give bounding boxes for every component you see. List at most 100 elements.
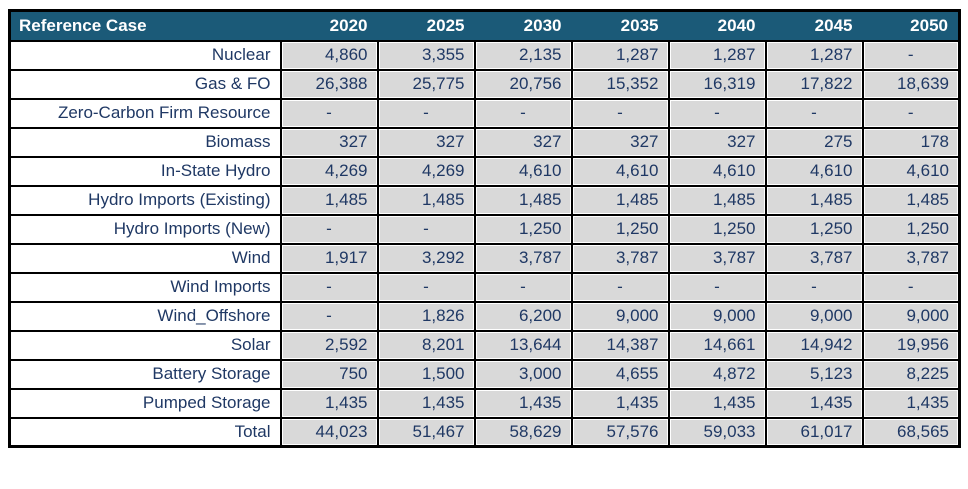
table-cell: 1,250 xyxy=(473,213,573,245)
table-cell: 9,000 xyxy=(861,300,961,332)
table-row-in-state-hydro: In-State Hydro 4,269 4,269 4,610 4,610 4… xyxy=(8,155,961,187)
table-row-battery-storage: Battery Storage 750 1,500 3,000 4,655 4,… xyxy=(8,358,961,390)
table-cell: 59,033 xyxy=(667,416,767,448)
column-header-2050: 2050 xyxy=(862,10,960,41)
row-label: Wind Imports xyxy=(8,271,282,303)
table-row-wind-offshore: Wind_Offshore - 1,826 6,200 9,000 9,000 … xyxy=(8,300,961,332)
table-cell: 1,287 xyxy=(570,39,670,71)
table-cell: 1,250 xyxy=(764,213,864,245)
table-cell: 5,123 xyxy=(764,358,864,390)
table-cell: 1,250 xyxy=(570,213,670,245)
column-header-2020: 2020 xyxy=(280,10,378,41)
table-cell: 750 xyxy=(279,358,379,390)
table-cell: 17,822 xyxy=(764,68,864,100)
table-row-biomass: Biomass 327 327 327 327 327 275 178 xyxy=(8,126,961,158)
table-cell: - xyxy=(861,271,961,303)
table-cell: 18,639 xyxy=(861,68,961,100)
table-row-wind-imports: Wind Imports - - - - - - - xyxy=(8,271,961,303)
table-cell: - xyxy=(570,271,670,303)
table-row-wind: Wind 1,917 3,292 3,787 3,787 3,787 3,787… xyxy=(8,242,961,274)
table-cell: - xyxy=(667,271,767,303)
table-cell: 3,787 xyxy=(570,242,670,274)
table-cell: - xyxy=(861,39,961,71)
table-cell: 1,500 xyxy=(376,358,476,390)
table-cell: 4,655 xyxy=(570,358,670,390)
table-cell: - xyxy=(279,97,379,129)
table-cell: - xyxy=(667,97,767,129)
table-cell: 1,435 xyxy=(279,387,379,419)
table-cell: 1,435 xyxy=(376,387,476,419)
table-cell: - xyxy=(279,300,379,332)
table-row-hydro-imports-new: Hydro Imports (New) - - 1,250 1,250 1,25… xyxy=(8,213,961,245)
table-row-zero-carbon-firm: Zero-Carbon Firm Resource - - - - - - - xyxy=(8,97,961,129)
table-cell: 327 xyxy=(376,126,476,158)
table-cell: 327 xyxy=(667,126,767,158)
table-cell: 2,592 xyxy=(279,329,379,361)
table-cell: 1,435 xyxy=(861,387,961,419)
table-cell: 8,225 xyxy=(861,358,961,390)
table-cell: 3,355 xyxy=(376,39,476,71)
table-cell: 1,485 xyxy=(570,184,670,216)
column-header-2035: 2035 xyxy=(571,10,669,41)
table-cell: 1,485 xyxy=(667,184,767,216)
table-cell: - xyxy=(376,213,476,245)
table-cell: 25,775 xyxy=(376,68,476,100)
table-cell: 178 xyxy=(861,126,961,158)
table-cell: 4,610 xyxy=(570,155,670,187)
table-cell: 3,787 xyxy=(473,242,573,274)
table-cell: 19,956 xyxy=(861,329,961,361)
table-cell: 16,319 xyxy=(667,68,767,100)
table-cell: 8,201 xyxy=(376,329,476,361)
table-cell: 4,610 xyxy=(764,155,864,187)
table-cell: 1,435 xyxy=(764,387,864,419)
table-cell: 15,352 xyxy=(570,68,670,100)
table-cell: - xyxy=(861,97,961,129)
table-cell: 14,387 xyxy=(570,329,670,361)
row-label: Solar xyxy=(8,329,282,361)
table-row-pumped-storage: Pumped Storage 1,435 1,435 1,435 1,435 1… xyxy=(8,387,961,419)
table-cell: 61,017 xyxy=(764,416,864,448)
table-cell: 1,250 xyxy=(861,213,961,245)
table-cell: 3,787 xyxy=(764,242,864,274)
table-title-reference-case: Reference Case xyxy=(9,10,281,41)
row-label: Hydro Imports (Existing) xyxy=(8,184,282,216)
table-cell: - xyxy=(473,271,573,303)
table-cell: 1,917 xyxy=(279,242,379,274)
table-cell: 4,269 xyxy=(279,155,379,187)
table-cell: 9,000 xyxy=(570,300,670,332)
table-cell: 4,269 xyxy=(376,155,476,187)
table-cell: - xyxy=(764,97,864,129)
table-cell: 4,610 xyxy=(861,155,961,187)
table-cell: 1,485 xyxy=(861,184,961,216)
row-label: Biomass xyxy=(8,126,282,158)
table-cell: 1,435 xyxy=(473,387,573,419)
column-header-2025: 2025 xyxy=(377,10,475,41)
table-cell: 3,292 xyxy=(376,242,476,274)
column-header-2045: 2045 xyxy=(765,10,863,41)
table-cell: - xyxy=(279,213,379,245)
table-cell: 1,485 xyxy=(473,184,573,216)
table-cell: 1,250 xyxy=(667,213,767,245)
row-label: Wind_Offshore xyxy=(8,300,282,332)
table-cell: 57,576 xyxy=(570,416,670,448)
table-cell: - xyxy=(376,97,476,129)
table-cell: 13,644 xyxy=(473,329,573,361)
column-header-2040: 2040 xyxy=(668,10,766,41)
table-cell: 1,485 xyxy=(764,184,864,216)
table-cell: 4,872 xyxy=(667,358,767,390)
table-cell: 26,388 xyxy=(279,68,379,100)
table-cell: - xyxy=(279,271,379,303)
table-row-hydro-imports-existing: Hydro Imports (Existing) 1,485 1,485 1,4… xyxy=(8,184,961,216)
table-cell: - xyxy=(570,97,670,129)
table-cell: 4,860 xyxy=(279,39,379,71)
table-row-gas-fo: Gas & FO 26,388 25,775 20,756 15,352 16,… xyxy=(8,68,961,100)
table-cell: 14,942 xyxy=(764,329,864,361)
table-row-nuclear: Nuclear 4,860 3,355 2,135 1,287 1,287 1,… xyxy=(8,39,961,71)
header-row: Reference Case 2020 2025 2030 2035 2040 … xyxy=(9,10,960,41)
table-row-solar: Solar 2,592 8,201 13,644 14,387 14,661 1… xyxy=(8,329,961,361)
table-cell: - xyxy=(764,271,864,303)
row-label: Nuclear xyxy=(8,39,282,71)
table-cell: 1,485 xyxy=(279,184,379,216)
table-cell: - xyxy=(376,271,476,303)
table-cell: 3,787 xyxy=(667,242,767,274)
